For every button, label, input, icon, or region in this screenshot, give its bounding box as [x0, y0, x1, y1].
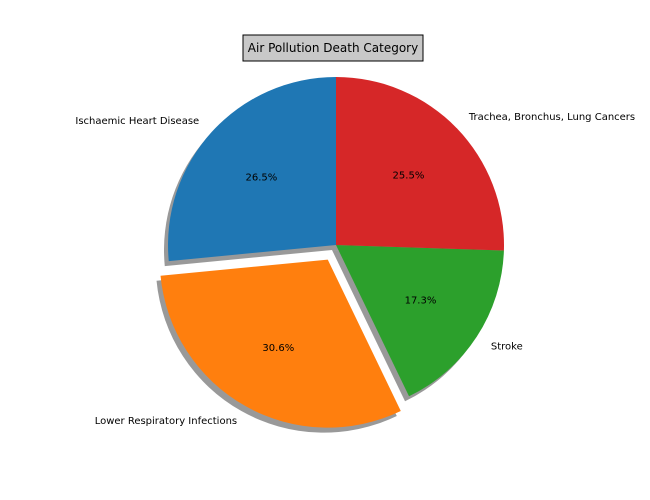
- chart-title: Air Pollution Death Category: [248, 41, 418, 55]
- pie-slices: [160, 77, 504, 428]
- slice-ischaemic-heart-disease: [167, 77, 336, 262]
- slice-trachea-bronchus-lung-cancers: [336, 77, 504, 251]
- slice-lower-respiratory-infections: [160, 259, 401, 428]
- pct-label-ischaemic-heart-disease: 26.5%: [245, 173, 277, 184]
- pct-label-lower-respiratory-infections: 30.6%: [262, 343, 294, 354]
- outer-label-ischaemic-heart-disease: Ischaemic Heart Disease: [75, 116, 199, 127]
- pct-label-trachea-bronchus-lung-cancers: 25.5%: [393, 170, 425, 181]
- chart-title-box: [242, 34, 424, 62]
- outer-label-trachea-bronchus-lung-cancers: Trachea, Bronchus, Lung Cancers: [468, 112, 635, 123]
- slice-stroke: [336, 245, 504, 397]
- pie-labels: 26.5% Ischaemic Heart Disease 30.6% Lower R…: [75, 112, 635, 427]
- outer-label-lower-respiratory-infections: Lower Respiratory Infections: [95, 416, 237, 427]
- pct-label-stroke: 17.3%: [405, 295, 437, 306]
- outer-label-stroke: Stroke: [491, 341, 523, 352]
- chart-title-group: Air Pollution Death Category: [242, 34, 424, 62]
